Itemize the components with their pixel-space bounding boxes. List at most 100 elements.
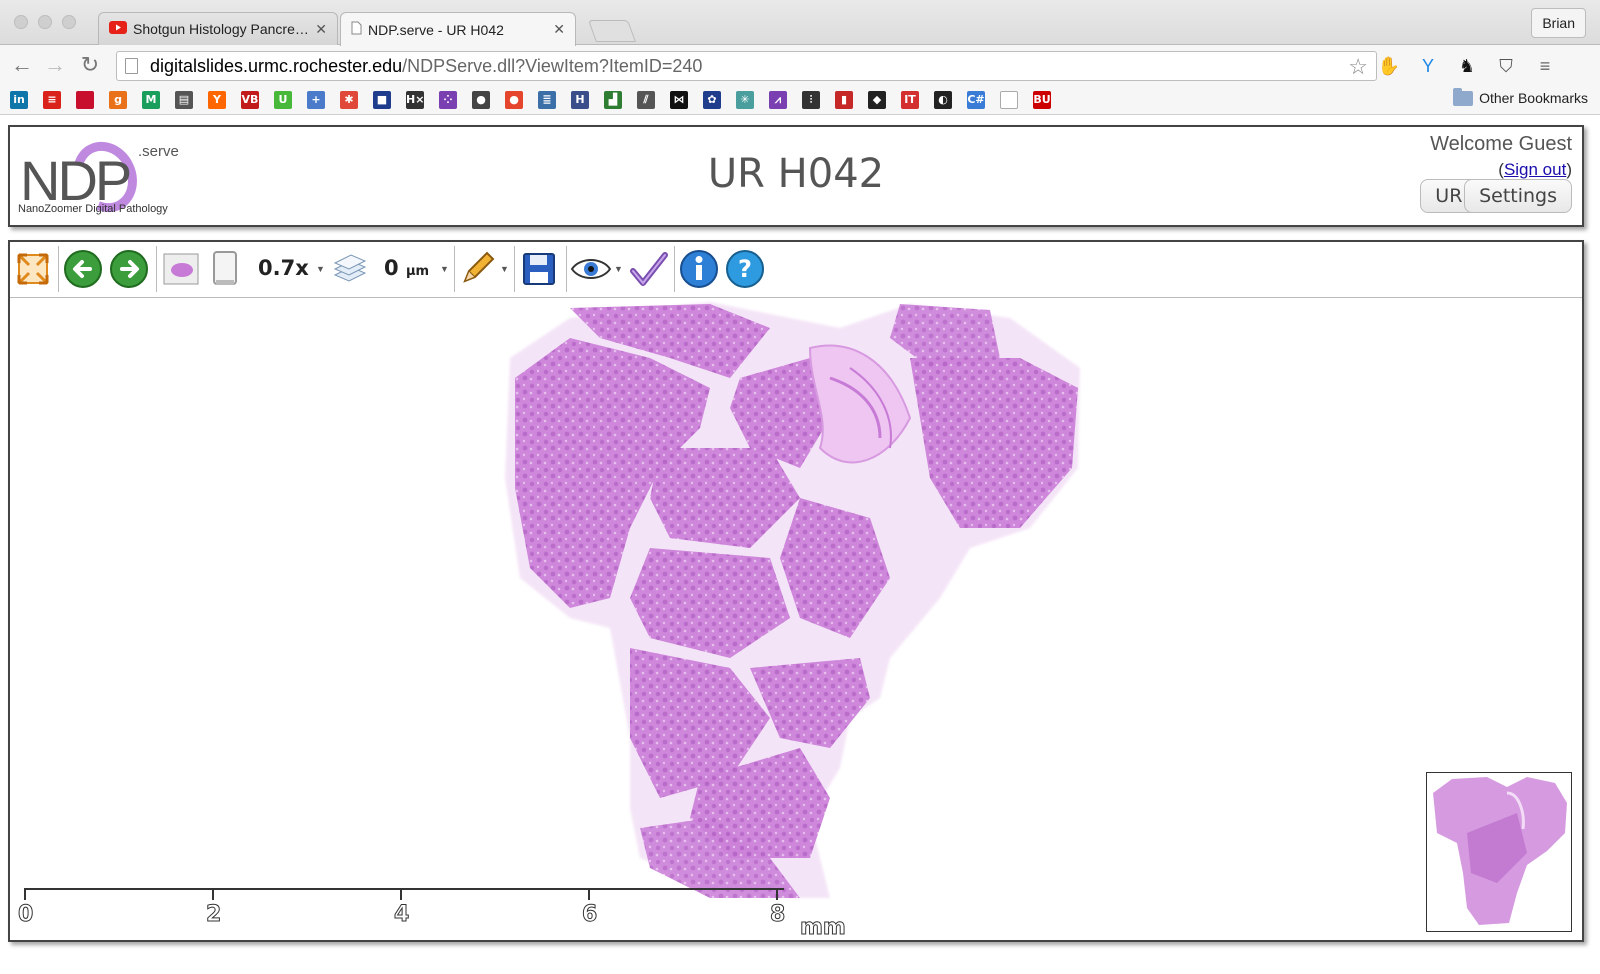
scale-tick <box>400 888 402 900</box>
view-options-eye-icon[interactable] <box>570 248 612 290</box>
focus-dropdown-icon[interactable]: ▼ <box>440 264 449 274</box>
bookmark-bowtie-icon[interactable]: ⋈ <box>670 91 688 109</box>
next-view-icon[interactable] <box>108 248 150 290</box>
tab-title: NDP.serve - UR H042 <box>368 21 504 38</box>
logo-tagline: NanoZoomer Digital Pathology <box>18 203 168 215</box>
slide-viewer: 0.7x ▼ 0 µm ▼ ▼ ▼ <box>8 240 1584 942</box>
menu-icon[interactable]: ≡ <box>1539 56 1551 76</box>
fit-to-screen-icon[interactable] <box>12 248 54 290</box>
bookmark-dots-icon[interactable]: ⁘ <box>439 91 457 109</box>
address-bar[interactable]: digitalslides.urmc.rochester.edu/NDPServ… <box>116 51 1377 81</box>
bookmark-silhouette-icon[interactable]: ◆ <box>868 91 886 109</box>
sign-out-link[interactable]: Sign out <box>1503 160 1567 179</box>
toolbar-separator <box>566 246 567 292</box>
scale-label: 4 <box>393 902 410 928</box>
url-domain: digitalslides.urmc.rochester.edu <box>150 55 403 76</box>
new-tab-button[interactable] <box>587 20 637 42</box>
bookmark-chart-green-icon[interactable]: ▟ <box>604 91 622 109</box>
bookmark-database-icon[interactable]: ≣ <box>538 91 556 109</box>
z-stack-icon[interactable] <box>328 248 370 290</box>
other-bookmarks[interactable]: Other Bookmarks <box>1453 87 1588 106</box>
slide-image-area[interactable]: 0 2 4 6 8 mm <box>10 298 1582 940</box>
bookmark-network-icon[interactable]: ✳ <box>736 91 754 109</box>
close-window-button[interactable] <box>14 15 28 29</box>
bookmark-bookmark-red-icon[interactable]: ≡ <box>43 91 61 109</box>
evernote-icon[interactable]: ♞ <box>1458 56 1476 76</box>
bookmarks-bar: Other Bookmarks in ≡ g M ▤ Y VB U + ✱ ■ H× ⁘ ● ● ≣ H ▟ ⫽ ⋈ ✿… <box>0 85 1600 115</box>
annotate-pencil-icon[interactable] <box>456 248 498 290</box>
toolbar-separator <box>156 246 157 292</box>
previous-view-icon[interactable] <box>62 248 104 290</box>
scale-label: 8 <box>769 902 786 928</box>
folder-icon <box>1453 87 1474 106</box>
bookmark-vb-icon[interactable]: VB <box>241 91 259 109</box>
bookmark-mendeley-icon[interactable]: M <box>142 91 160 109</box>
bookmark-utorrent-icon[interactable]: U <box>274 91 292 109</box>
bookmark-feather-icon[interactable]: ⫽ <box>637 91 655 109</box>
tab-youtube[interactable]: Shotgun Histology Pancre… ✕ <box>98 12 338 45</box>
bookmark-grid-icon[interactable]: ■ <box>373 91 391 109</box>
logo-letters: NDP <box>20 149 132 212</box>
scale-tick <box>24 888 26 900</box>
toolbar-separator <box>58 246 59 292</box>
browser-tab-strip: Shotgun Histology Pancre… ✕ NDP.serve - … <box>0 0 1600 46</box>
bookmark-h-square-icon[interactable]: H <box>571 91 589 109</box>
bookmark-tomato-icon[interactable]: ● <box>505 91 523 109</box>
bookmark-feather-purple-icon[interactable]: ⩘ <box>769 91 787 109</box>
profile-button[interactable]: Brian <box>1531 8 1586 38</box>
ndp-logo: .serve NDP NanoZoomer Digital Pathology <box>16 131 186 223</box>
bookmark-news-icon[interactable]: ▤ <box>175 91 193 109</box>
y-extension-icon[interactable]: Y <box>1421 56 1434 76</box>
toolbar-separator <box>514 246 515 292</box>
view-options-dropdown-icon[interactable]: ▼ <box>614 264 623 274</box>
bookmark-bank-icon[interactable] <box>76 91 94 109</box>
settings-button[interactable]: Settings <box>1464 179 1572 213</box>
bookmark-fleur-icon[interactable]: ✿ <box>703 91 721 109</box>
bookmark-blank-page-icon[interactable] <box>1000 91 1018 109</box>
tab-ndp-serve[interactable]: NDP.serve - UR H042 ✕ <box>340 12 576 46</box>
other-bookmarks-label: Other Bookmarks <box>1479 90 1588 106</box>
bookmark-apc-icon[interactable]: ● <box>472 91 490 109</box>
save-icon[interactable] <box>518 248 560 290</box>
bookmark-yin-icon[interactable]: ◐ <box>934 91 952 109</box>
bookmark-goodreads-icon[interactable]: g <box>109 91 127 109</box>
scale-tick <box>212 888 214 900</box>
help-icon[interactable]: ? <box>724 248 766 290</box>
zoom-dropdown-icon[interactable]: ▼ <box>316 264 325 274</box>
adblock-icon[interactable]: ✋ <box>1377 56 1401 76</box>
bookmark-hx-icon[interactable]: H× <box>406 91 424 109</box>
bookmark-ycombinator-icon[interactable]: Y <box>208 91 226 109</box>
bookmark-linkedin-icon[interactable]: in <box>10 91 28 109</box>
reload-icon[interactable]: ↻ <box>80 52 100 77</box>
overview-minimap[interactable] <box>1426 772 1572 932</box>
page-icon <box>351 21 362 38</box>
minimize-window-button[interactable] <box>38 15 52 29</box>
zoom-window-button[interactable] <box>62 15 76 29</box>
bookmark-bu-icon[interactable]: BU <box>1033 91 1051 109</box>
bookmark-bars-red-icon[interactable]: ▮ <box>835 91 853 109</box>
bookmark-stripes-icon[interactable]: ⫶ <box>802 91 820 109</box>
close-tab-icon[interactable]: ✕ <box>315 20 327 37</box>
approve-check-icon[interactable] <box>628 248 670 290</box>
info-icon[interactable] <box>678 248 720 290</box>
bookmark-csharp-icon[interactable]: C# <box>967 91 985 109</box>
slide-label-icon[interactable] <box>204 248 246 290</box>
annotate-dropdown-icon[interactable]: ▼ <box>500 264 509 274</box>
back-icon[interactable]: ← <box>11 52 33 77</box>
bookmark-it-icon[interactable]: IT <box>901 91 919 109</box>
slide-thumbnail-icon[interactable] <box>160 248 202 290</box>
close-tab-icon[interactable]: ✕ <box>553 21 565 37</box>
bookmark-pinwheel-icon[interactable]: ✱ <box>340 91 358 109</box>
bookmark-plus-icon[interactable]: + <box>307 91 325 109</box>
pocket-icon[interactable]: ⛉ <box>1499 56 1513 76</box>
welcome-text: Welcome Guest <box>1430 133 1572 155</box>
viewer-toolbar: 0.7x ▼ 0 µm ▼ ▼ ▼ <box>10 242 1582 298</box>
url-path: /NDPServe.dll?ViewItem?ItemID=240 <box>402 55 703 76</box>
scale-label: 0 <box>17 902 34 928</box>
zoom-level[interactable]: 0.7x <box>258 256 309 280</box>
page-info-icon[interactable] <box>125 58 138 74</box>
forward-icon[interactable]: → <box>44 52 66 77</box>
bookmark-star-icon[interactable]: ☆ <box>1348 54 1368 79</box>
svg-text:?: ? <box>738 255 752 283</box>
logo-serve-text: .serve <box>138 143 179 160</box>
